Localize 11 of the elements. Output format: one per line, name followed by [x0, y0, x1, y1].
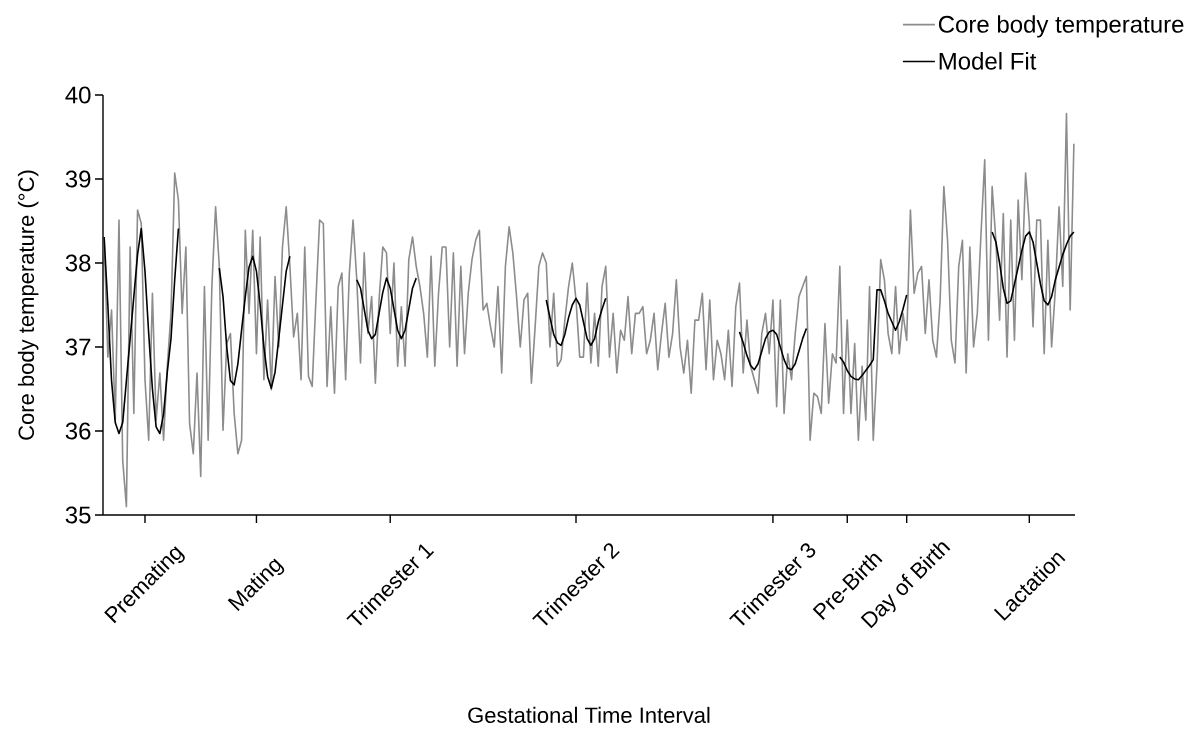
- x-axis-title: Gestational Time Interval: [468, 706, 710, 723]
- y-tick-label: 39: [65, 170, 91, 188]
- line-series: [103, 112, 1075, 508]
- y-tick-label: 36: [65, 422, 91, 440]
- y-tick-label: 40: [65, 86, 91, 104]
- y-axis-title: Core body temperature (°C): [17, 170, 39, 440]
- legend-label: Model Fit: [939, 52, 1037, 70]
- legend-label: Core body temperature: [938, 15, 1184, 38]
- y-tick-label: 38: [65, 254, 91, 272]
- y-tick-label: 35: [65, 506, 91, 524]
- y-tick-label: 37: [65, 338, 91, 356]
